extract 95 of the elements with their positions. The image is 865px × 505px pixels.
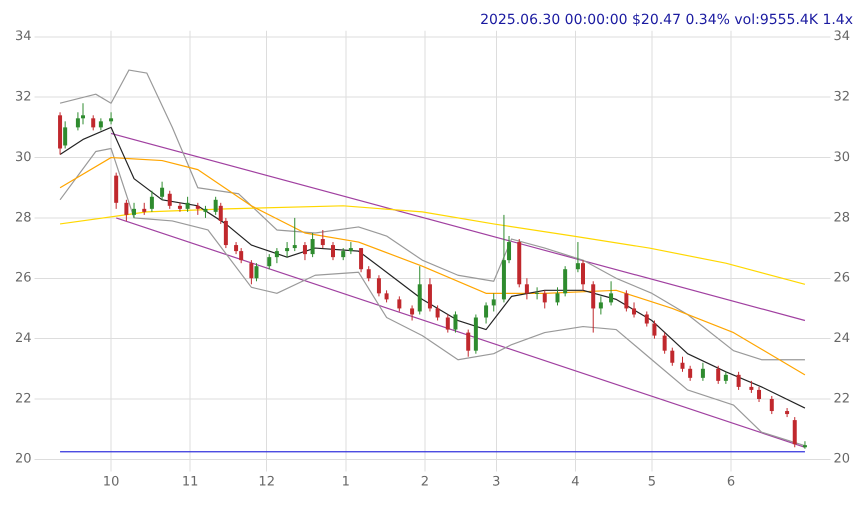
candlestick	[785, 408, 790, 418]
x-tick-label: 12	[258, 474, 275, 490]
chart-title: 2025.06.30 00:00:00 $20.47 0.34% vol:9555.4K 1.4x	[480, 12, 853, 28]
candlestick	[285, 242, 290, 258]
candlestick	[680, 356, 684, 372]
candlestick	[410, 304, 414, 322]
candlestick	[91, 114, 96, 131]
candlestick	[770, 395, 774, 415]
candlestick	[186, 196, 190, 212]
y2-tick-label: 34	[833, 29, 850, 44]
candlestick	[652, 320, 656, 340]
candlestick	[178, 202, 182, 212]
candlestick	[239, 248, 244, 264]
y-tick-label: 28	[14, 210, 32, 226]
candlestick	[535, 286, 540, 300]
candlestick	[274, 248, 279, 264]
y2-tick-label: 20	[833, 452, 850, 467]
candlestick	[196, 202, 200, 216]
candlestick	[576, 242, 580, 273]
candlestick	[267, 254, 272, 270]
candlestick	[632, 302, 636, 318]
candlestick	[598, 296, 603, 315]
candlestick	[124, 199, 128, 222]
y-tick-label: 24	[14, 330, 32, 346]
candlestick	[150, 190, 154, 212]
candlestick	[484, 302, 488, 324]
candlestick	[376, 274, 381, 297]
candlestick	[609, 280, 614, 306]
y-tick-label: 26	[14, 270, 32, 286]
candlestick	[249, 260, 254, 285]
candlestick	[542, 290, 547, 309]
y-tick-label: 32	[14, 90, 32, 105]
x-tick-label: 3	[492, 474, 500, 490]
candlestick	[76, 112, 80, 131]
y2-tick-label: 24	[833, 330, 850, 346]
candlestick	[507, 236, 512, 264]
candlestick	[716, 365, 720, 384]
candlestick	[292, 217, 297, 252]
y-tick-label: 34	[14, 29, 32, 44]
candlestick	[168, 190, 172, 210]
y-tick-label: 20	[14, 452, 32, 467]
y2-tick-label: 22	[833, 391, 850, 406]
candlestick	[662, 332, 667, 354]
candlestick	[320, 229, 325, 249]
candlestick	[453, 310, 458, 334]
x-tick-label: 1	[342, 474, 350, 490]
x-tick-label: 11	[182, 474, 198, 490]
candlestick	[624, 290, 628, 312]
x-tick-label: 5	[648, 474, 656, 490]
candlestick	[302, 242, 307, 261]
candlestick	[160, 181, 164, 200]
candlestick	[397, 296, 402, 312]
y-tick-label: 22	[14, 391, 32, 406]
candlestick	[310, 232, 315, 258]
candlestick	[63, 120, 68, 149]
y2-tick-label: 26	[833, 270, 850, 286]
candlestick	[359, 248, 364, 273]
candlestick	[98, 118, 103, 131]
y2-tick-label: 28	[833, 210, 850, 226]
candlestick	[254, 262, 258, 282]
candlestick	[724, 371, 728, 384]
x-tick-label: 4	[571, 474, 580, 490]
x-tick-label: 6	[726, 474, 736, 490]
candlestick	[644, 310, 649, 328]
y2-tick-label: 30	[833, 150, 850, 165]
candlestick	[700, 362, 705, 382]
candlestick	[109, 112, 114, 125]
x-tick-label: 2	[420, 474, 429, 490]
x-tick-label: 10	[102, 474, 120, 490]
candlestick	[749, 380, 754, 394]
candlestick	[81, 102, 86, 125]
candlestick	[331, 242, 336, 261]
candlestick	[214, 196, 218, 216]
y-tick-label: 30	[14, 150, 32, 165]
candlestick	[203, 205, 208, 218]
candlestick	[446, 314, 450, 334]
candlestick	[384, 290, 389, 303]
candlestick	[670, 347, 674, 366]
candlestick	[466, 329, 470, 358]
candlestick	[218, 202, 223, 224]
candlestick	[142, 202, 146, 216]
candlestick	[581, 260, 586, 291]
candlestick	[736, 371, 741, 390]
candlestick	[348, 242, 353, 255]
candlestick	[132, 202, 136, 218]
candlestick	[366, 266, 371, 282]
candlestick	[556, 286, 560, 306]
candlestick	[234, 242, 238, 255]
candlestick	[492, 292, 496, 312]
y2-tick-label: 32	[833, 90, 850, 105]
candlestick	[688, 365, 692, 382]
candlestick	[524, 278, 529, 300]
candlestick	[341, 248, 346, 261]
candlestick	[757, 386, 762, 402]
candlestick	[436, 304, 440, 322]
